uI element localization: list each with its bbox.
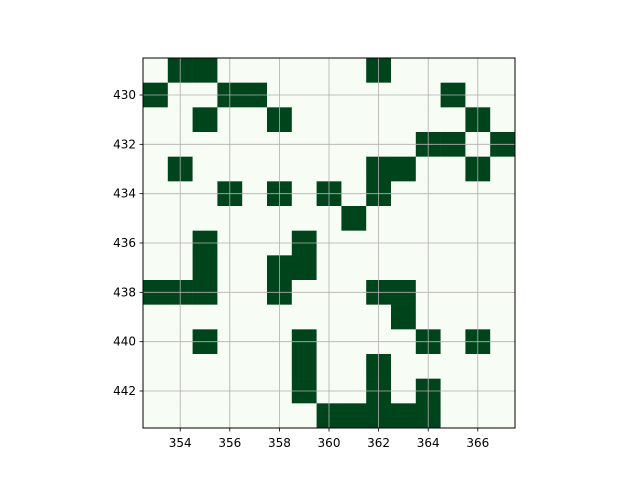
y-tick-label: 430 [113,88,136,102]
heatmap-cell [192,403,218,429]
heatmap-cell [341,354,367,379]
heatmap-cell [490,304,516,330]
heatmap-cell [341,156,367,182]
heatmap-cell [291,156,317,182]
x-tick-label: 354 [169,436,192,450]
heatmap-cell [143,107,169,133]
y-tick-label: 436 [113,236,136,250]
y-tick-label: 440 [113,335,136,349]
heatmap-cell [291,58,317,83]
heatmap-cell [143,403,169,429]
heatmap-cell [391,206,417,231]
heatmap-cell [440,156,466,182]
heatmap-cell [242,403,268,429]
heatmap-cell [242,156,268,182]
x-tick-label: 356 [218,436,241,450]
heatmap-cell [192,156,218,182]
heatmap-cell [490,156,516,182]
heatmap-cell [341,255,367,281]
heatmap-cell [291,304,317,330]
heatmap-cell [490,403,516,429]
y-tick-label: 442 [113,384,136,398]
x-tick-label: 362 [367,436,390,450]
heatmap-cell [341,403,367,429]
heatmap-cell [440,58,466,83]
heatmap-cell [440,255,466,281]
heatmap-cell [440,206,466,231]
heatmap-cell [143,354,169,379]
heatmap-cell [143,304,169,330]
heatmap-cell [341,206,367,231]
heatmap-cell [391,156,417,182]
heatmap-cell [291,354,317,379]
heatmap-cell [242,58,268,83]
heatmap-cell [291,107,317,133]
x-tick-label: 366 [466,436,489,450]
heatmap-cell [143,156,169,182]
heatmap-cell [440,304,466,330]
heatmap-cell [242,107,268,133]
heatmap-cell [490,354,516,379]
y-axis: 430 432 434 436 438 440 442 [113,88,143,398]
y-tick-label: 438 [113,285,136,299]
heatmap-cell [391,255,417,281]
heatmap-cell [192,354,218,379]
heatmap-cell [242,255,268,281]
heatmap-cell [490,255,516,281]
heatmap-cell [192,58,218,83]
heatmap-cell [391,107,417,133]
heatmap-cell [341,107,367,133]
x-tick-label: 364 [417,436,440,450]
heatmap-cell [490,58,516,83]
heatmap-cell [242,206,268,231]
heatmap-cell [291,403,317,429]
heatmap-cell [391,354,417,379]
grid-lines [143,58,515,428]
heatmap-cell [192,255,218,281]
heatmap-cell [192,107,218,133]
heatmap-cell [291,206,317,231]
heatmap-cell [143,206,169,231]
heatmap-cell [391,403,417,429]
heatmap-cell [291,255,317,281]
heatmap-cell [341,304,367,330]
heatmap-cell [440,403,466,429]
x-axis: 354 356 358 360 362 364 366 [169,428,489,450]
heatmap-cell [143,58,169,83]
heatmap-cell [192,304,218,330]
heatmap-cell [242,304,268,330]
y-tick-label: 434 [113,187,136,201]
heatmap-cell [341,58,367,83]
x-tick-label: 358 [268,436,291,450]
heatmap-cell [143,255,169,281]
x-tick-label: 360 [318,436,341,450]
heatmap-cell [242,354,268,379]
y-tick-label: 432 [113,137,136,151]
heatmap-cell [391,58,417,83]
heatmap-cell [490,206,516,231]
heatmap-cell [490,107,516,133]
heatmap-cell [192,206,218,231]
heatmap-cell [440,107,466,133]
heatmap-cell [391,304,417,330]
heatmap-cell [440,354,466,379]
